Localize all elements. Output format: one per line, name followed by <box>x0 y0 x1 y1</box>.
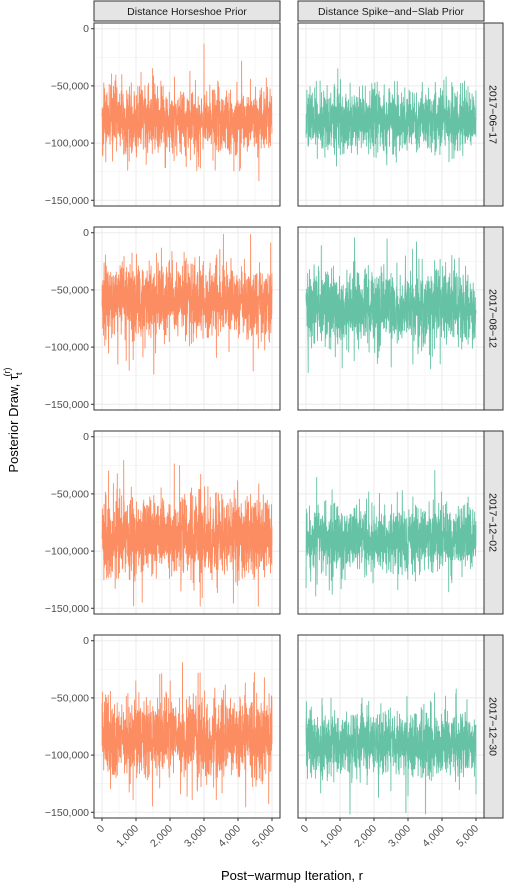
facet-strip-right-label: 2017−12−30 <box>487 697 499 756</box>
panel-border <box>93 226 281 411</box>
facet-strip-top <box>93 0 281 22</box>
facet-panel <box>297 430 485 615</box>
facet-panel <box>93 634 281 819</box>
x-tick-label: 4,000 <box>420 823 447 850</box>
panel-border <box>93 634 281 819</box>
trace-series-line <box>305 68 477 167</box>
x-tick-label: 3,000 <box>182 823 209 850</box>
facet-panel <box>93 22 281 207</box>
x-tick-label: 2,000 <box>148 823 175 850</box>
trace-series-line <box>101 43 273 182</box>
y-tick-label: 0 <box>83 431 89 443</box>
y-tick-label: −50,000 <box>51 488 89 500</box>
x-axes: 0 1,000 2,000 3,000 4,000 5,000 0 1,000 2,000 3,0… <box>95 818 481 850</box>
trace-series-line <box>101 233 273 375</box>
trace-series-line <box>305 470 477 597</box>
facet-panels <box>93 22 485 819</box>
y-tick-label: 0 <box>83 23 89 35</box>
facet-strip-right-label: 2017−08−12 <box>487 289 499 348</box>
y-tick-label: −150,000 <box>45 807 89 819</box>
y-tick-label: 0 <box>83 635 89 647</box>
facet-strip-right <box>483 226 504 411</box>
y-tick-label: 0 <box>83 227 89 239</box>
facet-strip-right <box>483 430 504 615</box>
y-axis-title-superscript: (r) <box>2 367 12 376</box>
facet-strips: Distance Horseshoe Prior Distance Spike−a… <box>93 0 504 819</box>
y-tick-label: −100,000 <box>45 750 89 762</box>
y-tick-label: −50,000 <box>51 284 89 296</box>
x-axis-title: Post−warmup Iteration, r <box>221 868 364 883</box>
facet-strip-right <box>483 634 504 819</box>
y-axis-title: Posterior Draw, τt(r) <box>2 367 24 472</box>
trace-series-line <box>101 459 273 607</box>
x-tick-label: 0 <box>95 823 108 836</box>
facet-panel <box>93 430 281 615</box>
facet-panel <box>297 22 485 207</box>
facet-panel <box>297 634 485 819</box>
facet-strip-top <box>297 0 485 22</box>
x-tick-label: 5,000 <box>454 823 481 850</box>
panel-border <box>93 22 281 207</box>
facet-strip-right-label: 2017−06−17 <box>487 85 499 144</box>
facet-panel <box>297 226 485 411</box>
y-tick-label: −100,000 <box>45 342 89 354</box>
y-tick-label: −50,000 <box>51 692 89 704</box>
y-tick-label: −50,000 <box>51 80 89 92</box>
trace-series-line <box>305 237 477 373</box>
x-tick-label: 1,000 <box>318 823 345 850</box>
facet-strip-right-label: 2017−12−02 <box>487 493 499 552</box>
panel-border <box>93 430 281 615</box>
y-tick-label: −150,000 <box>45 195 89 207</box>
x-tick-label: 5,000 <box>250 823 277 850</box>
y-tick-label: −150,000 <box>45 603 89 615</box>
y-tick-label: −150,000 <box>45 399 89 411</box>
x-tick-label: 3,000 <box>386 823 413 850</box>
facet-strip-top-label: Distance Horseshoe Prior <box>127 6 247 18</box>
y-axis-title-subscript: t <box>14 372 24 375</box>
trace-series-line <box>305 688 477 815</box>
y-tick-label: −100,000 <box>45 546 89 558</box>
svg-text:Posterior Draw, τt(r): Posterior Draw, τt(r) <box>2 367 24 472</box>
x-tick-label: 0 <box>299 823 312 836</box>
facet-strip-top-label: Distance Spike−and−Slab Prior <box>318 6 464 18</box>
y-axes: 0 −50,000 −100,000 −150,000 0 −50,000 −100,000… <box>45 23 94 819</box>
y-axis-title-main: Posterior Draw, τ <box>6 374 21 472</box>
facet-panel <box>93 226 281 411</box>
x-tick-label: 1,000 <box>114 823 141 850</box>
y-tick-label: −100,000 <box>45 138 89 150</box>
x-tick-label: 4,000 <box>216 823 243 850</box>
x-tick-label: 2,000 <box>352 823 379 850</box>
facet-strip-right <box>483 22 504 207</box>
trace-series-line <box>101 662 273 808</box>
